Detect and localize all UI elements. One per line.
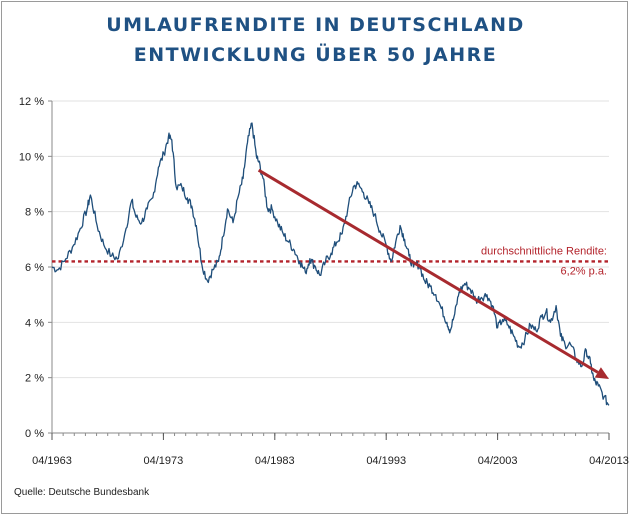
y-tick-label: 2 %	[25, 373, 44, 385]
x-tick-label: 04/1993	[366, 455, 406, 467]
average-label: durchschnittliche Rendite:	[481, 245, 607, 257]
trend-arrow-head	[594, 367, 609, 380]
y-tick-label: 10 %	[19, 151, 44, 163]
x-tick-label: 04/2013	[589, 455, 629, 467]
chart-title-line2: ENTWICKLUNG ÜBER 50 JAHRE	[133, 44, 498, 66]
chart-title-line1: UMLAUFRENDITE IN DEUTSCHLAND	[106, 14, 525, 36]
x-tick-label: 04/1963	[32, 455, 72, 467]
y-tick-label: 12 %	[19, 96, 44, 108]
yield-series-line	[51, 122, 610, 406]
x-tick-label: 04/2003	[478, 455, 518, 467]
x-tick-label: 04/1983	[255, 455, 295, 467]
trend-arrow-line	[257, 168, 599, 374]
y-tick-label: 6 %	[25, 262, 44, 274]
y-tick-label: 4 %	[25, 317, 44, 329]
y-tick-label: 0 %	[25, 428, 44, 440]
average-value-label: 6,2% p.a.	[561, 265, 607, 277]
x-tick-label: 04/1973	[144, 455, 184, 467]
source-note: Quelle: Deutsche Bundesbank	[14, 487, 150, 498]
y-tick-label: 8 %	[25, 207, 44, 219]
